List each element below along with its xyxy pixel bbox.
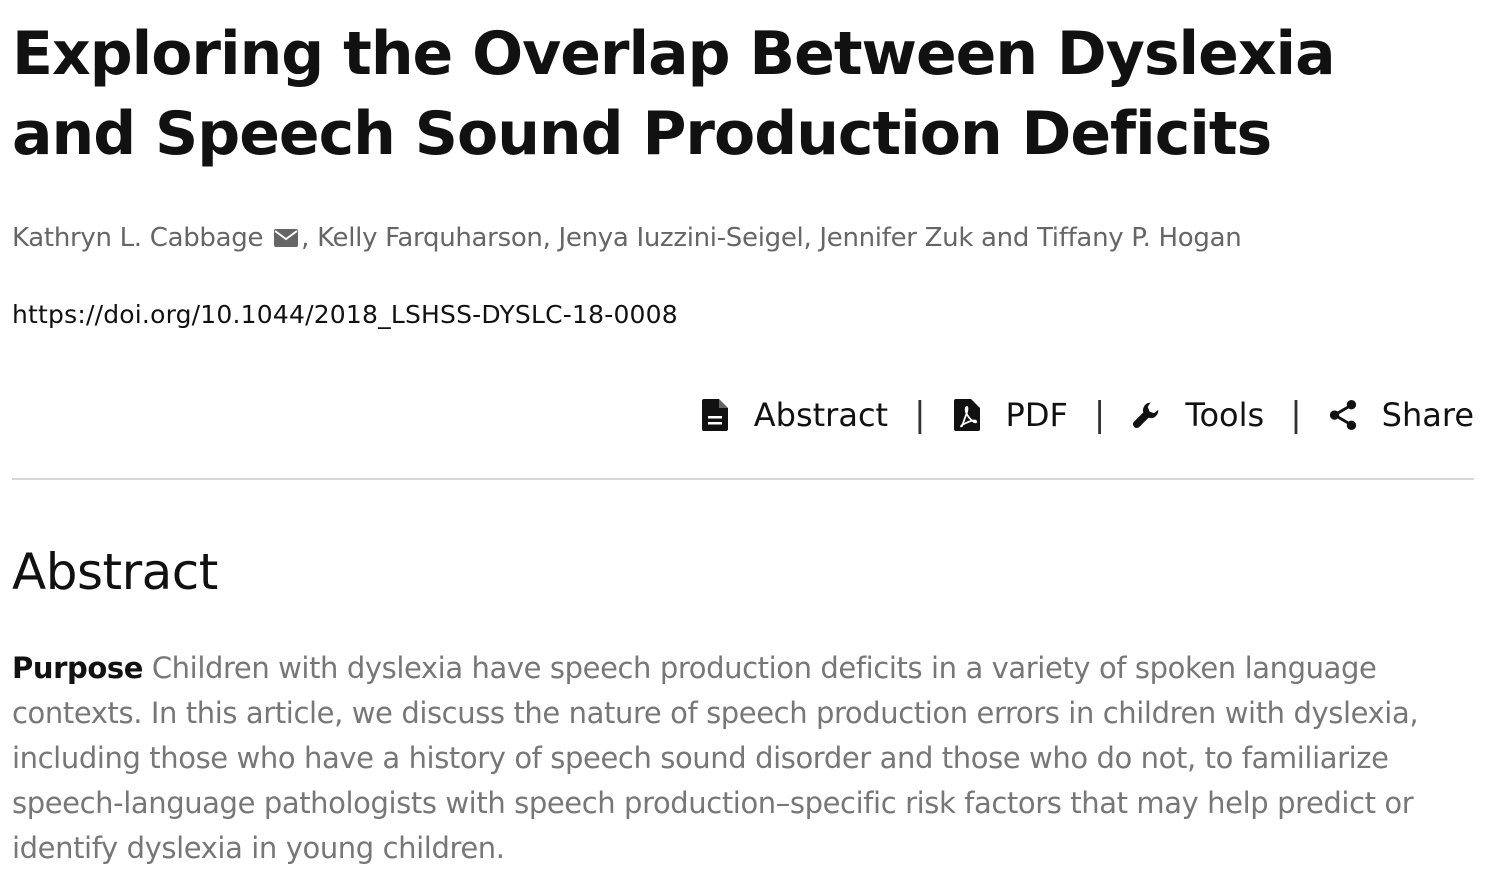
purpose-text: Children with dyslexia have speech produ… xyxy=(12,651,1419,865)
pdf-button-label: PDF xyxy=(1005,396,1068,434)
wrench-icon xyxy=(1131,398,1161,432)
article-toolbar: Abstract | PDF | Tools | xyxy=(700,390,1474,440)
share-icon xyxy=(1328,398,1358,432)
co-authors: , Kelly Farquharson, Jenya Iuzzini-Seige… xyxy=(301,223,1242,253)
abstract-button[interactable]: Abstract xyxy=(700,395,888,435)
abstract-purpose: Purpose Children with dyslexia have spee… xyxy=(12,646,1480,871)
author-name[interactable]: Kathryn L. Cabbage xyxy=(12,223,264,253)
toolbar-separator: | xyxy=(914,395,926,435)
section-divider xyxy=(12,478,1474,480)
mail-icon[interactable] xyxy=(273,222,299,258)
toolbar-separator: | xyxy=(1290,395,1302,435)
doi-link[interactable]: https://doi.org/10.1044/2018_LSHSS-DYSLC… xyxy=(12,300,678,329)
pdf-icon xyxy=(952,398,982,432)
pdf-button[interactable]: PDF xyxy=(952,395,1068,435)
article-title: Exploring the Overlap Between Dyslexia a… xyxy=(12,19,1336,169)
share-button[interactable]: Share xyxy=(1328,395,1474,435)
abstract-button-label: Abstract xyxy=(753,396,889,434)
document-icon xyxy=(700,398,730,432)
share-button-label: Share xyxy=(1381,396,1474,434)
purpose-label: Purpose xyxy=(12,651,144,685)
toolbar-separator: | xyxy=(1093,395,1106,435)
tools-button[interactable]: Tools xyxy=(1131,395,1264,435)
tools-button-label: Tools xyxy=(1185,396,1265,434)
author-list: Kathryn L. Cabbage , Kelly Farquharson, J… xyxy=(12,220,1242,258)
abstract-heading: Abstract xyxy=(12,543,218,601)
